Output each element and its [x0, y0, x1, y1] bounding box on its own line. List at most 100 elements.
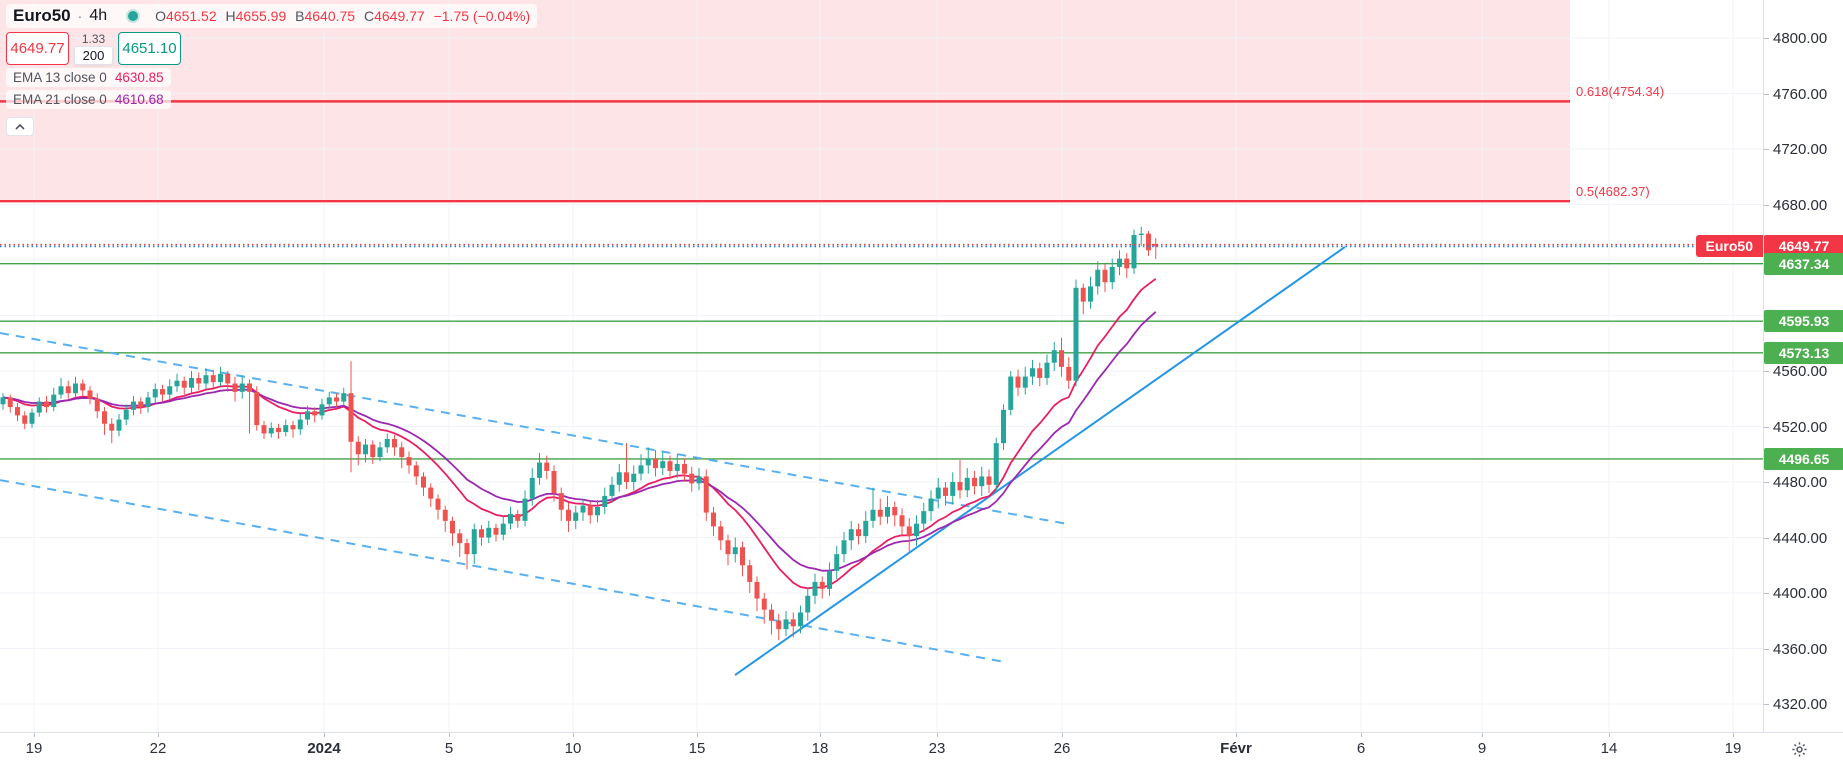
price-axis-label: 4520.00: [1773, 418, 1828, 436]
candle-body: [65, 386, 71, 394]
candle-body: [587, 505, 593, 516]
time-tick: [1609, 733, 1610, 737]
candle-body: [819, 581, 825, 589]
candle-body: [609, 484, 615, 496]
candle-body: [73, 383, 78, 394]
candle-body: [1102, 269, 1108, 283]
price-tick: [1764, 482, 1769, 484]
ema21-line[interactable]: [2, 311, 1157, 572]
ohlc-values: O4651.52 H4655.99 B4640.75 C4649.77 −1.7…: [155, 8, 531, 24]
candle-body: [290, 425, 296, 430]
candle-body: [399, 447, 405, 458]
candle-body: [442, 509, 448, 521]
change-value: −1.75 (−0.04%): [433, 8, 531, 24]
time-axis-label: 18: [811, 740, 829, 757]
interval-label[interactable]: 4h: [89, 7, 108, 24]
candle-body: [268, 427, 274, 434]
price-tick: [1764, 593, 1769, 595]
candle-body: [950, 482, 956, 496]
dashed-trendline[interactable]: [0, 332, 1069, 526]
candle-body: [841, 540, 847, 555]
candle-body: [689, 473, 695, 484]
candle-body: [479, 529, 484, 538]
candle-body: [464, 543, 470, 555]
candle-body: [1146, 233, 1151, 251]
candle-body: [566, 509, 571, 521]
price-axis-label: 4320.00: [1773, 696, 1828, 714]
indicator-row-ema13[interactable]: EMA 13 close 0 4630.85: [6, 68, 171, 87]
candle-body: [769, 609, 774, 621]
candle-body: [551, 470, 557, 494]
price-tick: [1764, 426, 1769, 428]
candle-body: [776, 620, 782, 630]
time-axis-label: 22: [149, 740, 167, 757]
candle-body: [87, 390, 93, 399]
level-badge: 4496.65: [1764, 447, 1843, 470]
candle-body: [986, 476, 992, 485]
buy-button[interactable]: 4651.10: [118, 32, 181, 65]
chevron-up-icon: [15, 123, 25, 130]
quantity-field[interactable]: 200: [73, 46, 114, 65]
time-axis-label: 19: [1724, 740, 1742, 757]
spread-column: 1.33 200: [71, 32, 116, 65]
candle-body: [1001, 409, 1006, 444]
indicator-row-ema21[interactable]: EMA 21 close 0 4610.68: [6, 90, 171, 109]
time-axis[interactable]: 19 22 2024 5 10 15 18 23 26 Févr 6 9 14 19: [0, 732, 1843, 764]
candle-body: [413, 465, 419, 477]
candle-body: [928, 498, 934, 512]
ema13-line[interactable]: [2, 278, 1157, 590]
candle-body: [682, 463, 687, 474]
candlestick-chart-canvas[interactable]: [0, 0, 1763, 732]
price-axis-label: 4800.00: [1773, 30, 1828, 48]
candle-body: [225, 373, 231, 384]
time-tick: [158, 733, 159, 737]
symbol-title-row[interactable]: Euro50 · 4h O4651.52 H4655.99 B4640.75 C…: [6, 4, 538, 28]
candle-body: [993, 443, 999, 485]
candle-body: [638, 465, 644, 474]
candle-body: [167, 386, 173, 395]
candle-body: [957, 482, 963, 491]
candle-body: [22, 415, 28, 424]
price-axis[interactable]: 4800.00 4760.00 4720.00 4680.00 4560.00 4520.…: [1763, 0, 1843, 732]
candle-body: [827, 570, 832, 589]
candle-body: [334, 397, 339, 402]
level-badge: 4573.13: [1764, 341, 1843, 364]
candle-body: [964, 477, 970, 491]
candle-body: [848, 529, 854, 541]
candle-body: [921, 511, 927, 524]
dashed-trendline[interactable]: [0, 479, 1006, 663]
candle-body: [914, 523, 919, 537]
candle-body: [58, 386, 64, 395]
collapse-indicators-button[interactable]: [6, 117, 34, 136]
settings-gear-button[interactable]: [1786, 736, 1812, 762]
time-axis-label: 26: [1053, 740, 1071, 757]
candle-body: [174, 380, 180, 387]
time-tick: [1062, 733, 1063, 737]
candle-body: [283, 425, 289, 433]
high-value: 4655.99: [235, 8, 287, 24]
sell-button[interactable]: 4649.77: [6, 32, 69, 65]
candle-body: [856, 529, 861, 537]
candle-body: [305, 411, 310, 420]
time-tick: [1361, 733, 1362, 737]
candle-body: [51, 394, 57, 408]
candle-body: [471, 529, 477, 555]
price-tick: [1764, 648, 1769, 650]
price-tick: [1764, 537, 1769, 539]
candle-body: [276, 427, 281, 433]
candle-body: [515, 513, 521, 521]
candle-body: [1088, 286, 1093, 302]
level-badge: 4637.34: [1764, 252, 1843, 275]
price-axis-label: 4360.00: [1773, 640, 1828, 658]
ascending-trendline[interactable]: [734, 246, 1346, 676]
candle-body: [102, 411, 107, 424]
time-axis-label: 23: [928, 740, 946, 757]
price-axis-label: 4440.00: [1773, 529, 1828, 547]
candle-body: [297, 419, 303, 430]
open-value: 4651.52: [166, 8, 217, 24]
candle-body: [798, 612, 803, 627]
candle-body: [1015, 376, 1021, 388]
candle-body: [36, 401, 42, 413]
candle-body: [645, 458, 651, 466]
candle-body: [7, 397, 13, 408]
